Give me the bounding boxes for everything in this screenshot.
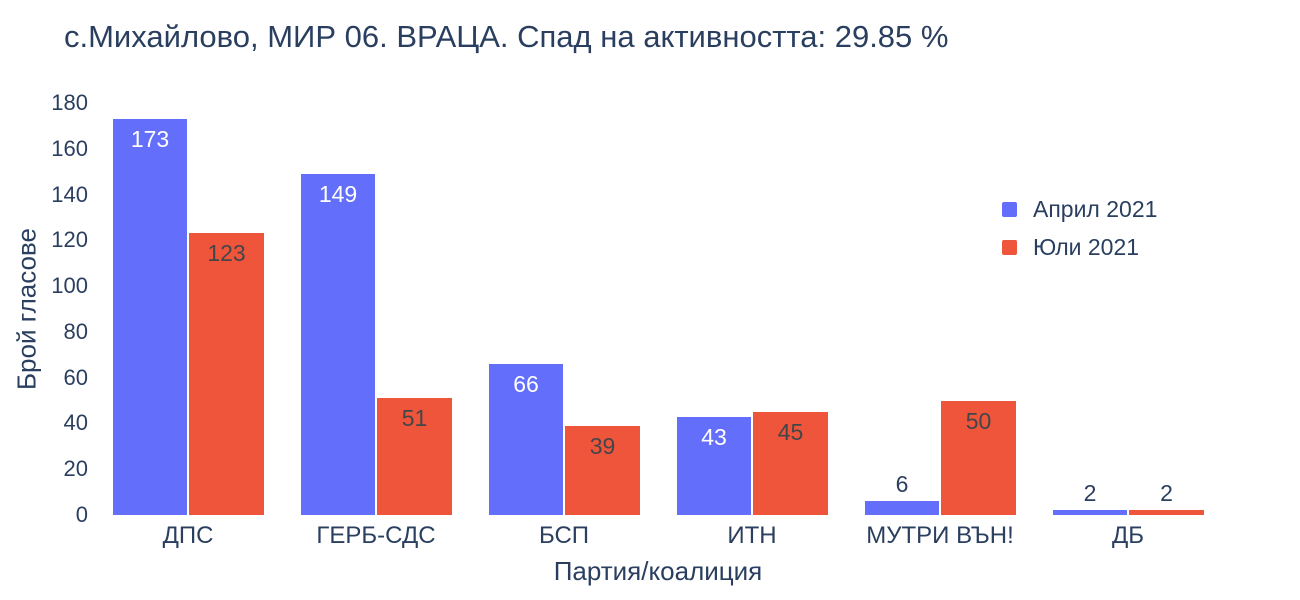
bar xyxy=(377,398,452,515)
legend-item[interactable]: Юли 2021 xyxy=(1002,228,1157,266)
y-tick-label: 60 xyxy=(63,364,88,390)
chart-title: с.Михайлово, МИР 06. ВРАЦА. Спад на акти… xyxy=(64,19,949,54)
y-tick-label: 140 xyxy=(51,181,88,207)
y-tick-label: 0 xyxy=(75,502,88,527)
bar xyxy=(489,364,563,515)
bar xyxy=(1129,510,1204,515)
bar-value-label: 45 xyxy=(777,419,804,445)
bar xyxy=(865,501,939,515)
x-category-label: ДПС xyxy=(162,522,214,549)
bar xyxy=(189,233,264,515)
bar-value-label: 66 xyxy=(513,371,539,397)
bar-value-label: 39 xyxy=(589,433,616,459)
x-category-label: БСП xyxy=(538,522,590,549)
bar-value-label: 43 xyxy=(701,424,727,450)
bar xyxy=(113,119,187,515)
bar xyxy=(753,412,828,515)
x-category-label: МУТРИ ВЪН! xyxy=(866,522,1014,549)
y-tick-label: 20 xyxy=(63,456,88,482)
y-tick-label: 160 xyxy=(51,135,88,161)
legend-item-label: Юли 2021 xyxy=(1033,233,1140,260)
legend: Април 2021 Юли 2021 xyxy=(1002,190,1157,266)
bar-value-label: 149 xyxy=(318,181,358,207)
y-tick-label: 100 xyxy=(51,273,88,299)
bar-value-label: 2 xyxy=(1083,480,1097,506)
bar xyxy=(941,401,1016,515)
x-category-label: ГЕРБ-СДС xyxy=(316,522,436,549)
x-category-label: ИТН xyxy=(727,522,777,549)
x-axis-title: Партия/коалиция xyxy=(553,556,763,586)
y-tick-label: 120 xyxy=(51,227,88,253)
bar xyxy=(1053,510,1127,515)
bar-value-label: 51 xyxy=(401,405,428,431)
bar xyxy=(565,426,640,515)
bar-value-label: 50 xyxy=(965,408,992,434)
legend-item-label: Април 2021 xyxy=(1033,195,1158,222)
bar-value-label: 123 xyxy=(207,240,246,266)
bar-value-label: 2 xyxy=(1160,480,1173,506)
bar-value-label: 6 xyxy=(895,471,909,497)
legend-swatch-icon xyxy=(1002,239,1017,255)
y-tick-label: 80 xyxy=(63,318,88,344)
x-category-label: ДБ xyxy=(1111,522,1144,549)
bar xyxy=(677,417,751,515)
bar xyxy=(301,174,375,515)
bar-value-label: 173 xyxy=(130,126,170,152)
y-tick-label: 180 xyxy=(51,90,88,115)
y-tick-label: 40 xyxy=(63,410,88,436)
legend-item[interactable]: Април 2021 xyxy=(1002,190,1157,228)
legend-swatch-icon xyxy=(1002,201,1017,217)
